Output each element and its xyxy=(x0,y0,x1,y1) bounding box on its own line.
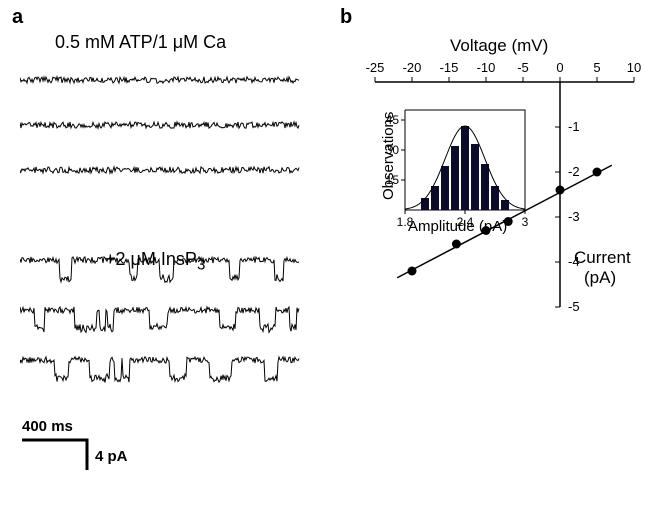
iv-ylabel-2: (pA) xyxy=(584,268,616,288)
condition-top-label: 0.5 mM ATP/1 μM Ca xyxy=(55,32,226,53)
trace-top-2 xyxy=(20,150,300,214)
iv-ylabel-1: Current xyxy=(574,248,631,268)
svg-text:5: 5 xyxy=(593,60,600,75)
svg-text:-1: -1 xyxy=(568,119,580,134)
svg-text:-15: -15 xyxy=(440,60,459,75)
svg-text:10: 10 xyxy=(627,60,641,75)
hist-xlabel: Amplitude (pA) xyxy=(408,218,507,235)
svg-text:-3: -3 xyxy=(568,209,580,224)
svg-text:0: 0 xyxy=(556,60,563,75)
svg-text:-10: -10 xyxy=(477,60,496,75)
svg-text:3: 3 xyxy=(522,215,529,229)
panel-a-label: a xyxy=(12,6,23,29)
scale-bar-x-text: 400 ms xyxy=(22,418,73,435)
svg-text:-5: -5 xyxy=(517,60,529,75)
iv-xlabel: Voltage (mV) xyxy=(450,36,548,56)
amplitude-histogram: 1530451.82.43 xyxy=(380,95,550,235)
svg-text:-20: -20 xyxy=(403,60,422,75)
svg-text:-2: -2 xyxy=(568,164,580,179)
scale-bar-y-text: 4 pA xyxy=(95,448,128,465)
panel-b-label: b xyxy=(340,6,352,29)
trace-bot-2 xyxy=(20,340,300,404)
svg-text:-25: -25 xyxy=(366,60,385,75)
svg-text:-5: -5 xyxy=(568,299,580,314)
hist-ylabel: Observations xyxy=(380,112,397,200)
